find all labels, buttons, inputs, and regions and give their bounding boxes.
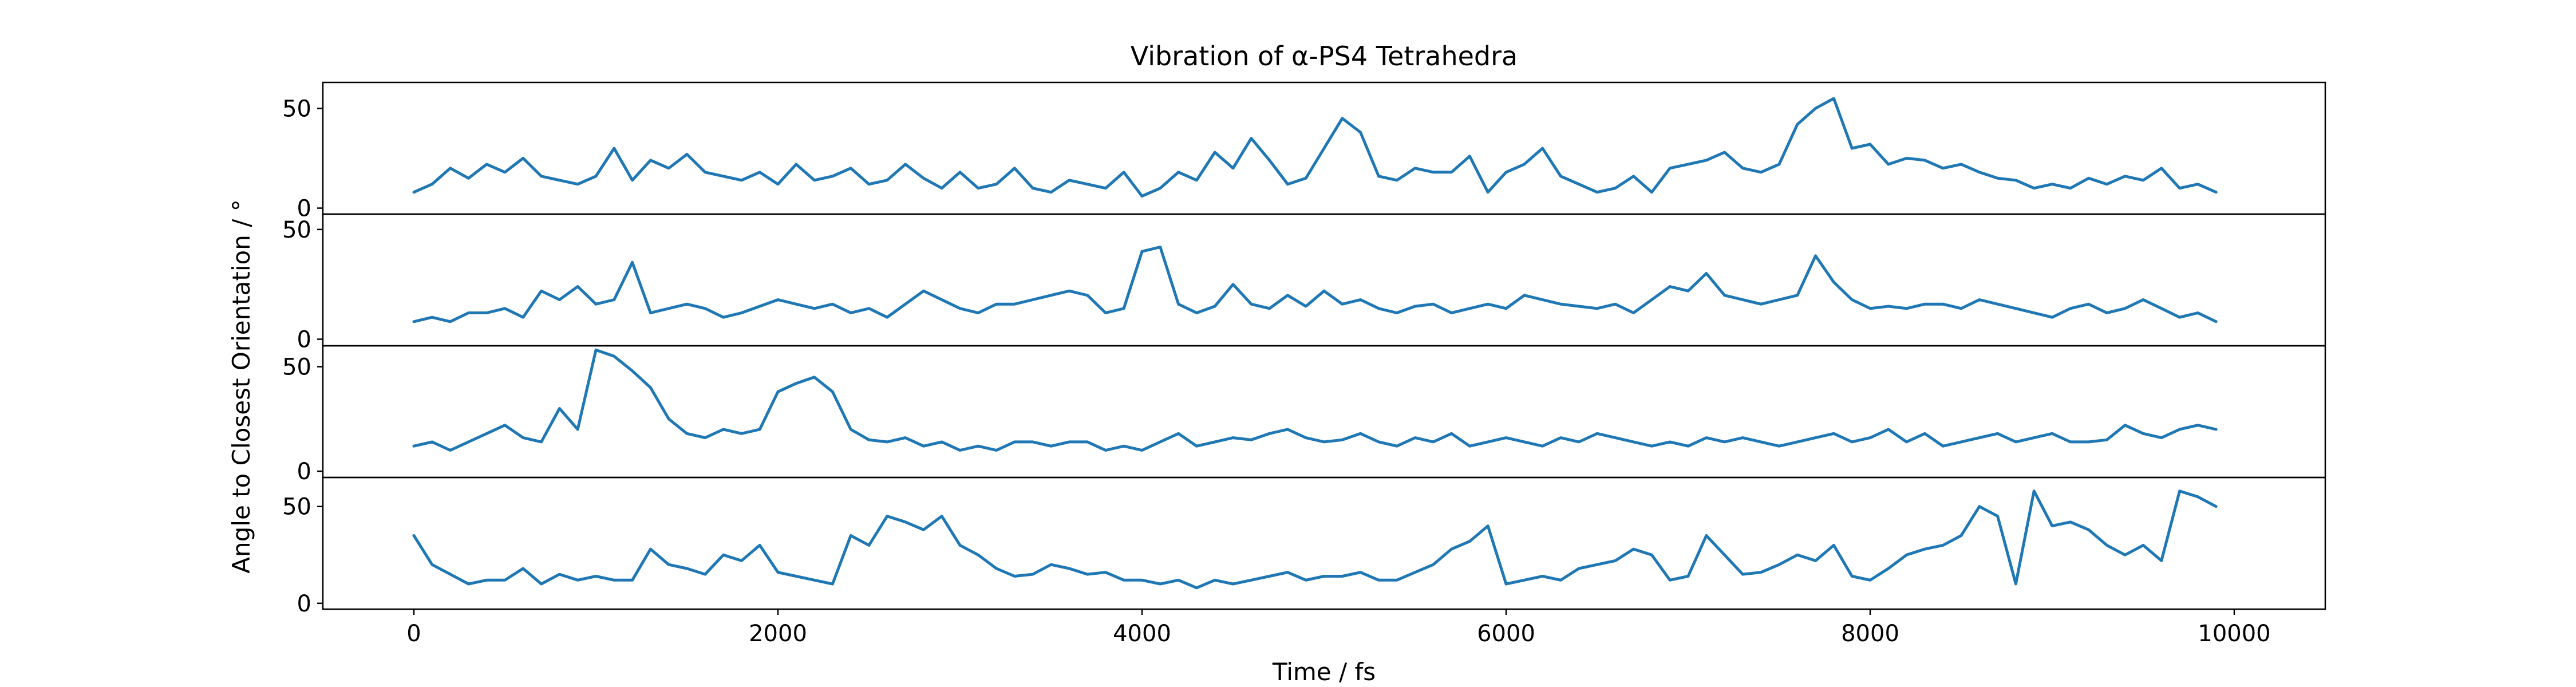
series-line-panel-3 <box>412 348 2218 452</box>
x-tick-label: 6000 <box>1477 621 1535 647</box>
y-tick-label: 50 <box>282 354 311 381</box>
x-tick-label: 4000 <box>1113 621 1171 647</box>
y-tick-label: 0 <box>297 327 311 353</box>
y-tick-label: 50 <box>282 494 311 520</box>
y-tick-label: 0 <box>297 591 311 617</box>
series-line-panel-1 <box>412 97 2218 198</box>
x-tick-label: 10000 <box>2198 621 2270 647</box>
y-axis-label: Angle to Closest Orientation / ° <box>227 199 255 573</box>
panel-frame <box>322 476 2326 610</box>
panel-frame <box>322 345 2326 479</box>
x-tick-label: 8000 <box>1841 621 1899 647</box>
y-tick-label: 50 <box>282 96 311 122</box>
y-tick-label: 0 <box>297 459 311 485</box>
panel-4: 0 50 0 2000 4000 6000 8000 10000 <box>282 476 2326 647</box>
x-tick-label: 0 <box>406 621 421 647</box>
x-axis-label: Time / fs <box>1272 658 1376 686</box>
y-tick-label: 50 <box>282 217 311 243</box>
y-tick-label: 0 <box>297 196 311 222</box>
series-line-panel-2 <box>412 246 2218 323</box>
panel-3: 0 50 <box>282 345 2326 485</box>
series-line-panel-4 <box>412 489 2218 590</box>
panel-1: 0 50 <box>282 81 2326 222</box>
x-tick-label: 2000 <box>749 621 807 647</box>
panel-2: 0 50 <box>282 213 2326 353</box>
chart-title: Vibration of α-PS4 Tetrahedra <box>1131 41 1518 72</box>
